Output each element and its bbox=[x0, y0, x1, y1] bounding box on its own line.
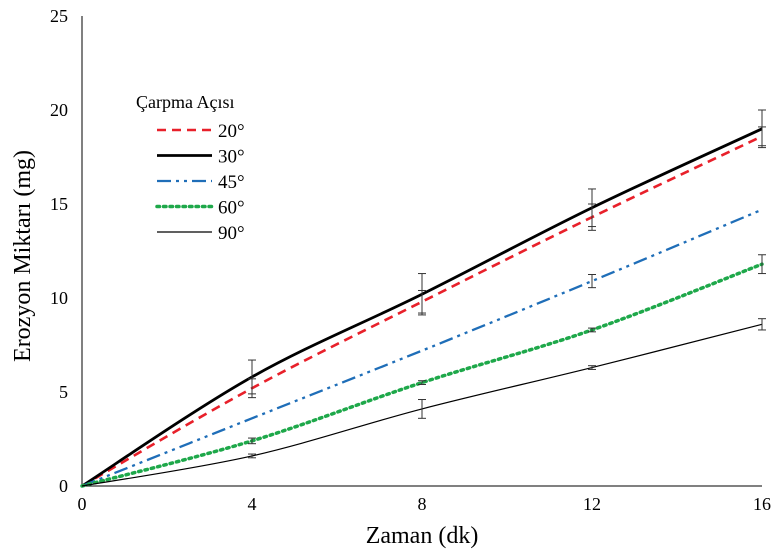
tick-labels: 0 4 8 12 16 0 5 10 15 20 25 bbox=[50, 6, 771, 514]
x-tick-label: 12 bbox=[583, 494, 601, 514]
y-tick-label: 5 bbox=[59, 382, 68, 402]
error-bar bbox=[588, 327, 596, 333]
error-bar bbox=[758, 254, 766, 275]
error-bar bbox=[758, 318, 766, 331]
error-bar bbox=[418, 399, 426, 419]
series-line-45deg bbox=[81, 208, 763, 488]
legend-label: 45° bbox=[218, 172, 245, 193]
series-line-60deg bbox=[80, 262, 764, 488]
error-bar bbox=[758, 109, 766, 149]
x-tick-label: 8 bbox=[418, 494, 427, 514]
legend-label: 30° bbox=[218, 147, 245, 168]
error-bar bbox=[418, 380, 426, 385]
error-bar bbox=[418, 273, 426, 316]
y-tick-label: 0 bbox=[59, 476, 68, 496]
legend-label: 20° bbox=[218, 121, 245, 142]
x-axis-title: Zaman (dk) bbox=[366, 523, 479, 549]
error-bar bbox=[588, 274, 596, 289]
y-tick-label: 15 bbox=[50, 194, 68, 214]
error-bars bbox=[248, 109, 766, 459]
y-tick-label: 20 bbox=[50, 100, 68, 120]
y-tick-label: 10 bbox=[50, 288, 68, 308]
y-tick-label: 25 bbox=[50, 6, 68, 26]
legend-label: 90° bbox=[218, 223, 245, 244]
error-bar bbox=[248, 359, 256, 395]
error-bar bbox=[248, 437, 256, 445]
x-tick-label: 16 bbox=[753, 494, 771, 514]
error-bar bbox=[248, 453, 256, 459]
legend-title: Çarpma Açısı bbox=[136, 92, 234, 112]
x-tick-label: 0 bbox=[78, 494, 87, 514]
series-line-20deg bbox=[81, 135, 763, 488]
x-tick-label: 4 bbox=[248, 494, 257, 514]
error-bar bbox=[588, 188, 596, 228]
axes bbox=[81, 16, 762, 487]
error-bar bbox=[588, 365, 596, 370]
legend: Çarpma Açısı 20° 30° 45° 60° 90° bbox=[136, 92, 245, 244]
legend-label: 60° bbox=[218, 198, 245, 219]
y-axis-title: Erozyon Miktarı (mg) bbox=[10, 150, 36, 362]
